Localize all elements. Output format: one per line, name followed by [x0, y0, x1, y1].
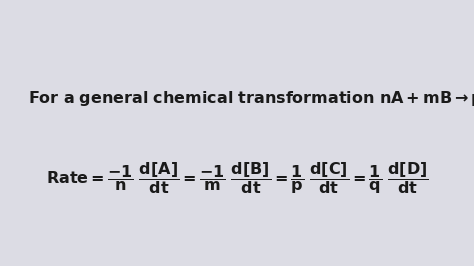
Text: $\mathbf{For\ a\ general\ chemical\ transformation\ nA + mB \rightarrow pC + qD}: $\mathbf{For\ a\ general\ chemical\ tran…: [28, 89, 474, 108]
Text: $\mathbf{Rate =\dfrac{-1}{n}\ \dfrac{d[A]}{dt}=\dfrac{-1}{m}\ \dfrac{d[B]}{dt}=\: $\mathbf{Rate =\dfrac{-1}{n}\ \dfrac{d[A…: [46, 160, 428, 196]
